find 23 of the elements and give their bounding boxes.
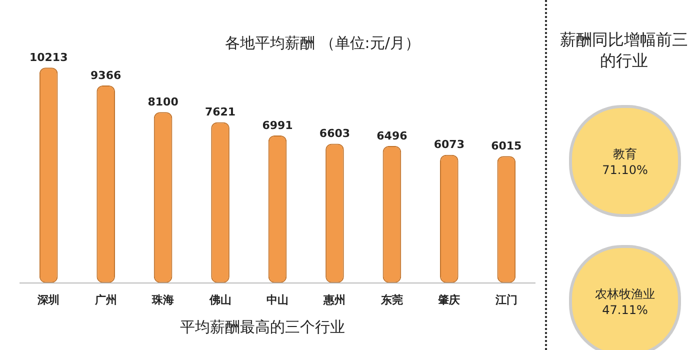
data-label: 10213 [29,51,68,64]
data-label: 6991 [262,118,293,132]
text: 薪酬同比增幅前三的行业 [559,30,689,72]
data-label: 8100 [148,96,179,109]
text: 平均薪酬最高的三个行业 [180,318,345,337]
x-tick-label: 肇庆 [437,293,460,306]
data-label: 6603 [319,127,350,140]
x-tick-label: 佛山 [208,293,232,306]
x-tick-label: 东莞 [380,293,403,306]
x-tick-label: 深圳 [36,293,60,306]
x-tick-label: 广州 [94,293,117,306]
x-tick-label: 珠海 [151,293,174,306]
data-label: 7621 [204,106,236,119]
data-label: 9366 [90,68,122,82]
data-label: 6073 [434,138,464,152]
data-label: 6015 [491,139,522,152]
circle-badge: 教育 71.10% [569,105,681,217]
x-tick-label: 中山 [266,293,288,306]
data-label: 6496 [376,129,408,142]
x-tick-label: 江门 [494,293,518,306]
x-tick-label: 惠州 [322,293,346,306]
chart-title: 各地平均薪酬 （单位:元/月） [225,34,420,53]
circle-badge: 农林牧渔业 47.11% [569,245,681,350]
